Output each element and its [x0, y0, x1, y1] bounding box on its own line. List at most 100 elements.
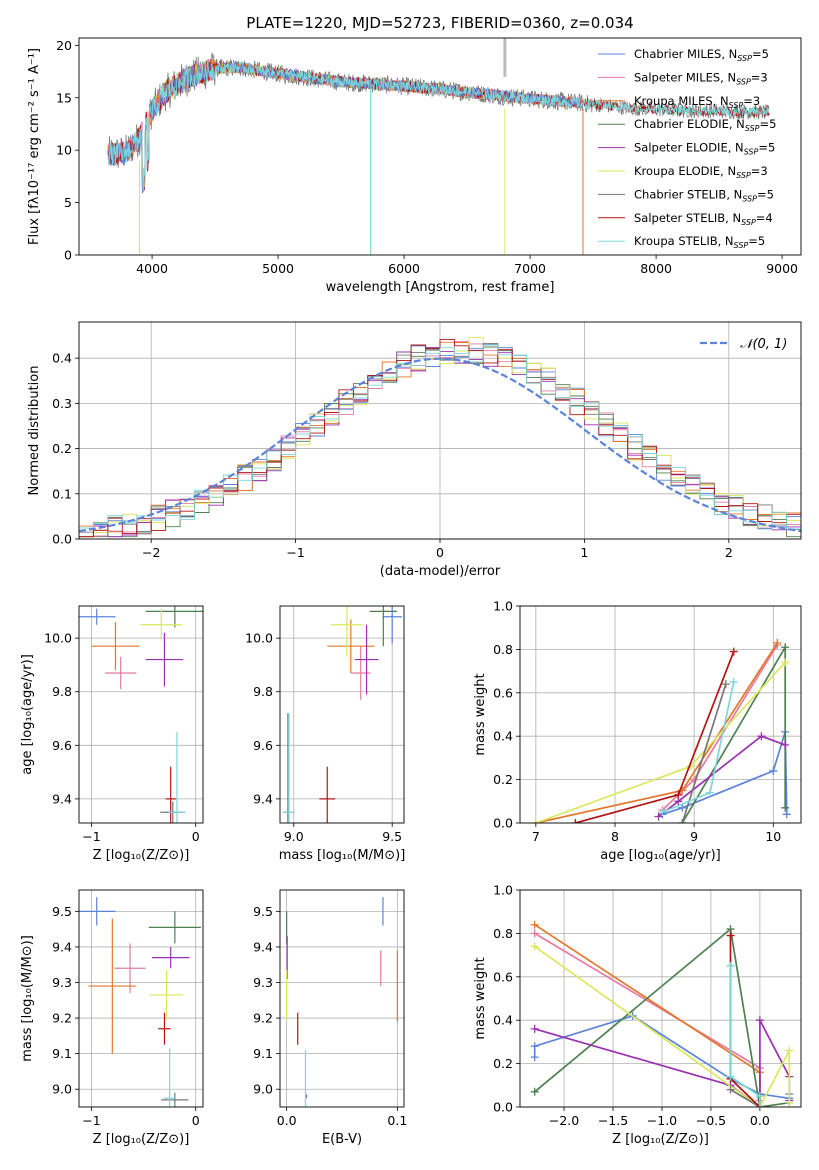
legend-label: Salpeter ELODIE, NSSP=5 [634, 141, 775, 157]
y-tick-label: 9.4 [52, 791, 72, 806]
legend-label: 𝒩(0, 1) [740, 337, 787, 352]
histogram-lines [79, 336, 801, 538]
y-tick-label: 0.8 [493, 926, 513, 941]
x-tick-label: 10 [765, 829, 781, 844]
mass-vs-EBV-axes: 0.0 0.1 9.0 9.1 9.2 9.3 9.4 9.5 E(B-V) [253, 890, 407, 1147]
histogram-step [79, 338, 801, 538]
x-tick-label: 9 [690, 829, 698, 844]
y-tick-label: 9.6 [253, 738, 273, 753]
legend-label: Chabrier STELIB, NSSP=5 [634, 187, 774, 203]
y-tick-label: 9.4 [253, 939, 273, 954]
y-axis-label: Normed distribution [27, 366, 42, 496]
x-tick-label: 4000 [136, 261, 168, 276]
y-tick-label: 0.6 [493, 685, 513, 700]
x-tick-label: 6000 [388, 261, 420, 276]
spectrum-lines [107, 38, 770, 255]
x-axis-label: E(B-V) [322, 1132, 362, 1147]
weight-marker [726, 961, 735, 970]
x-tick-label: 8000 [640, 261, 672, 276]
y-tick-label: 0.4 [493, 729, 513, 744]
y-tick-label: 0.6 [493, 969, 513, 984]
age-vs-Z-points [79, 606, 203, 823]
histogram-legend: 𝒩(0, 1) [700, 337, 787, 352]
weight-line [535, 642, 779, 823]
x-tick-label: 9.0 [284, 829, 304, 844]
axes-frame [519, 605, 802, 824]
weight-vs-Z-lines [530, 920, 794, 1107]
y-tick-label: 9.0 [52, 1082, 72, 1097]
legend-label: Chabrier MILES, NSSP=5 [634, 47, 769, 63]
weight-marker [781, 803, 790, 812]
weight-marker [674, 790, 683, 799]
x-tick-label: 8 [611, 829, 619, 844]
y-tick-label: 1.0 [493, 883, 513, 898]
mass-vs-EBV-points [286, 897, 398, 1107]
weight-marker [678, 819, 687, 823]
y-axis-label: mass [log₁₀(M/M⊙)] [20, 935, 35, 1062]
y-axis-label: Flux [fλ10⁻¹⁷ erg cm⁻² s⁻¹ A⁻¹] [27, 48, 42, 245]
weight-line [534, 945, 791, 1107]
weight-marker [658, 808, 667, 817]
x-tick-label: 9.5 [382, 829, 402, 844]
weight-marker [654, 812, 663, 821]
spectrum-axes: 4000 5000 6000 7000 8000 9000 0 5 10 15 20 waveleng… [27, 38, 798, 295]
plots-layer: 4000 5000 6000 7000 8000 900005101520waveleng… [20, 37, 802, 1147]
y-tick-label: 1.0 [493, 599, 513, 614]
weight-marker [571, 819, 580, 823]
y-tick-label: 9.3 [52, 975, 72, 990]
weight-marker [781, 740, 790, 749]
legend-label: Kroupa STELIB, NSSP=5 [634, 234, 765, 250]
weight-marker [721, 680, 730, 689]
weight-marker [530, 920, 539, 929]
x-tick-label: −0.5 [696, 1113, 726, 1128]
weight-vs-age-axes: 7 8 9 10 0.0 0.2 0.4 0.6 0.8 1.0 age [log₁₀(age/yr… [473, 599, 801, 863]
weight-marker [755, 1092, 764, 1101]
histogram-step [79, 344, 801, 530]
weight-marker [705, 788, 714, 797]
weight-marker [530, 1042, 539, 1051]
weight-marker [726, 931, 735, 940]
weight-marker [530, 1053, 539, 1062]
axes-frame [78, 605, 204, 824]
x-tick-label: −2 [142, 545, 160, 560]
y-tick-label: 9.1 [52, 1046, 72, 1061]
y-tick-label: 20 [56, 38, 72, 53]
x-tick-label: 0.0 [277, 1113, 297, 1128]
x-tick-label: 7000 [514, 261, 546, 276]
mass-vs-Z-points [79, 897, 201, 1107]
y-tick-label: 0.2 [493, 772, 513, 787]
y-tick-label: 0.2 [52, 441, 72, 456]
weight-marker [729, 677, 738, 686]
mass-vs-Z-axes: −1 0 9.0 9.1 9.2 9.3 9.4 9.5 Z [log₁₀(Z/Z⊙)] mass… [20, 890, 203, 1147]
y-tick-label: 9.1 [253, 1046, 273, 1061]
weight-line [534, 923, 761, 1107]
y-tick-label: 0.0 [493, 1100, 513, 1115]
axes-frame [78, 889, 204, 1108]
x-tick-label: 0.1 [387, 1113, 407, 1128]
x-tick-label: 9000 [766, 261, 798, 276]
x-tick-label: 0 [192, 1113, 200, 1128]
y-axis-label: mass weight [473, 957, 488, 1039]
weight-marker [729, 647, 738, 656]
weight-vs-age-lines [531, 638, 791, 823]
axes-frame [78, 321, 802, 540]
y-tick-label: 0.0 [493, 816, 513, 831]
axes-frame [78, 37, 802, 256]
x-axis-label: Z [log₁₀(Z/Z⊙)] [612, 1132, 709, 1147]
y-tick-label: 10 [56, 143, 72, 158]
weight-line [730, 1088, 761, 1107]
x-axis-label: (data-model)/error [380, 564, 501, 579]
axes-frame [279, 889, 405, 1108]
weight-marker [726, 1072, 735, 1081]
y-tick-label: 9.4 [253, 791, 273, 806]
x-axis-label: Z [log₁₀(Z/Z⊙)] [93, 1132, 190, 1147]
weight-marker [781, 658, 790, 667]
legend-label: Kroupa MILES, NSSP=3 [634, 94, 760, 110]
weight-marker [785, 1046, 794, 1055]
x-tick-label: 0.0 [750, 1113, 770, 1128]
legend-label: Salpeter STELIB, NSSP=4 [634, 211, 773, 227]
y-tick-label: 9.2 [253, 1011, 273, 1026]
legend-label: Salpeter MILES, NSSP=3 [634, 70, 768, 86]
histogram-step [79, 336, 801, 538]
y-tick-label: 0.2 [493, 1056, 513, 1071]
